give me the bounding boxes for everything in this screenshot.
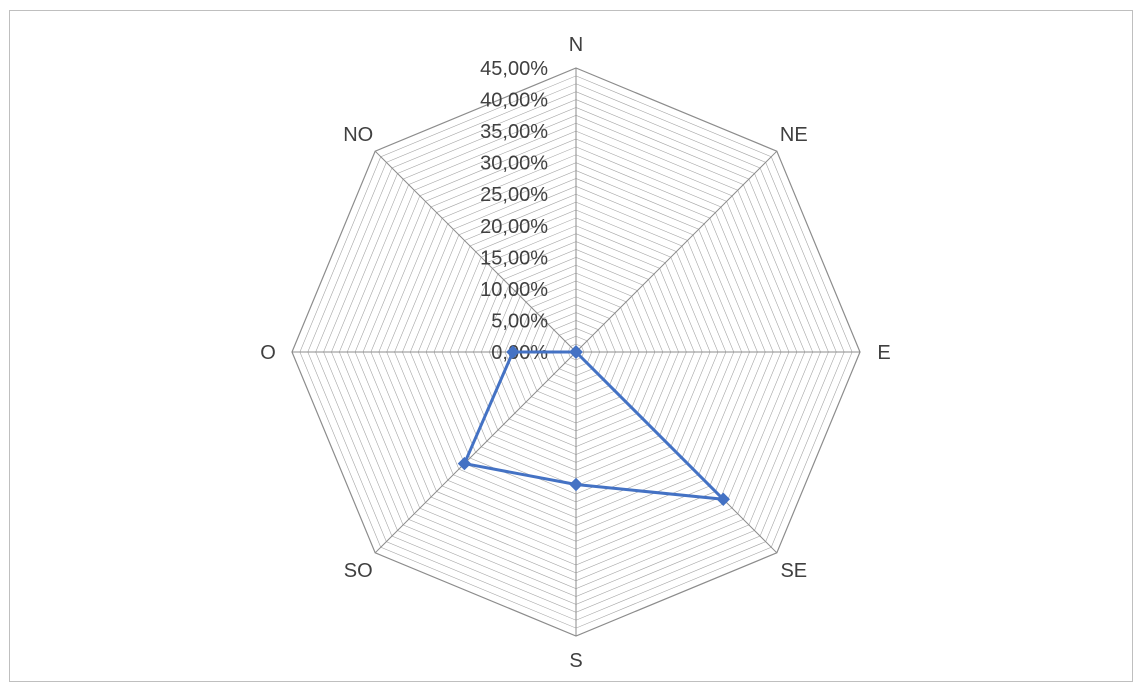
category-label-E: E [877,342,890,364]
category-label-N: N [569,34,583,56]
category-label-NE: NE [780,124,808,146]
category-label-SO: SO [344,560,373,582]
series-line [462,350,725,501]
data-point-O [506,345,520,359]
tick-label: 20,00% [480,216,548,238]
category-label-O: O [260,342,276,364]
chart-frame: 0,00% 5,00% 10,00% 15,00% 20,00% 25,00% 30,00%… [9,10,1133,682]
data-point-SO [457,456,472,471]
category-label-NO: NO [343,124,373,146]
tick-label: 15,00% [480,247,548,269]
spoke-NE [575,150,778,353]
data-point-NO [569,345,583,359]
tick-label: 25,00% [480,184,548,206]
radial-tick-labels: 0,00%5,00%10,00%15,00%20,00%25,00%30,00%… [480,58,548,364]
tick-label: 40,00% [480,90,548,112]
data-point-S [569,477,583,492]
tick-label: 30,00% [480,153,548,175]
data-point-SE [716,492,730,506]
tick-label: 45,00% [480,58,548,80]
category-label-S: S [569,650,582,672]
category-label-SE: SE [780,560,807,582]
spoke-SO [374,351,577,554]
category-labels: N NE E SE S SO O NO [260,34,890,672]
tick-label: 5,00% [491,310,548,332]
spoke-NO [374,150,577,353]
series-layer [457,345,730,506]
radar-chart: 0,00%5,00%10,00%15,00%20,00%25,00%30,00%… [260,34,890,672]
tick-label: 35,00% [480,121,548,143]
tick-label: 10,00% [480,279,548,301]
